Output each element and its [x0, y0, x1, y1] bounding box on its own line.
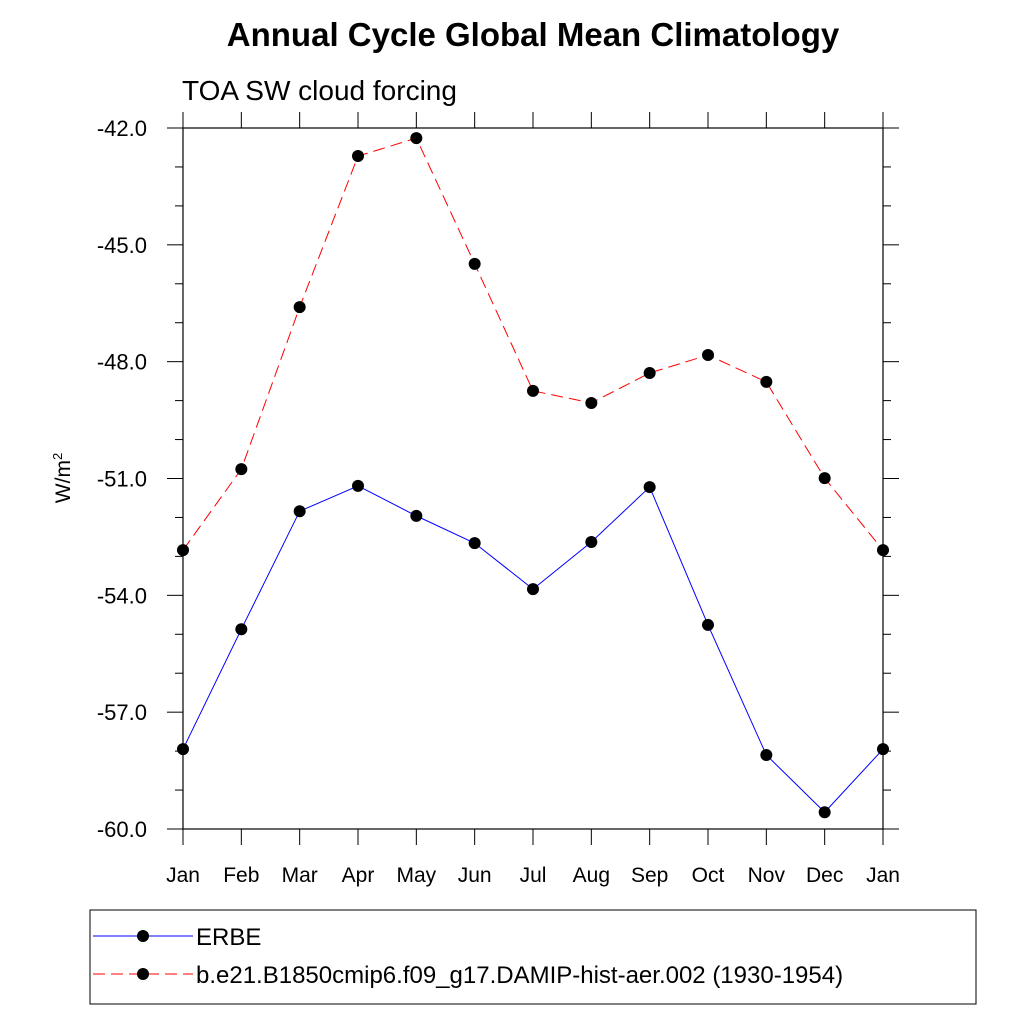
axis-ticks: Jan Feb Mar Apr May Jun Jul Aug Sep Oct Nov Dec Jan-…	[97, 112, 900, 887]
data-point	[818, 806, 831, 819]
series-line-1	[182, 137, 884, 551]
y-tick-label: -60.0	[97, 817, 147, 842]
data-point	[760, 375, 773, 388]
data-point	[877, 743, 889, 756]
x-tick-label: Mar	[282, 864, 318, 887]
x-tick-label: Oct	[692, 864, 725, 887]
legend-marker	[137, 930, 149, 942]
data-point	[527, 384, 539, 397]
legend-box	[89, 909, 977, 1005]
y-tick-label: -51.0	[97, 467, 147, 492]
x-tick-label: Jul	[520, 864, 547, 887]
y-tick-label: -42.0	[97, 116, 147, 141]
chart-subtitle: TOA SW cloud forcing	[182, 75, 457, 106]
data-point	[585, 535, 598, 548]
y-axis-label-text: W/m	[52, 460, 75, 503]
data-point	[818, 472, 831, 485]
data-point	[177, 544, 189, 557]
y-tick-label: -54.0	[97, 583, 147, 608]
legend: ERBE b.e21.B1850cmip6.f09_g17.DAMIP-hist-…	[93, 924, 843, 989]
data-point	[235, 463, 248, 476]
data-point	[410, 132, 423, 145]
plot-frame	[182, 127, 884, 830]
data-point	[293, 301, 306, 314]
data-point	[293, 505, 306, 518]
x-tick-label: Jan	[866, 864, 900, 887]
series-group	[177, 132, 889, 819]
data-point	[702, 618, 714, 631]
x-tick-label: Apr	[342, 864, 375, 887]
data-point	[702, 349, 714, 362]
data-point	[468, 537, 481, 550]
y-axis-label-superscript: 2	[50, 453, 65, 460]
y-tick-label: -57.0	[97, 700, 147, 725]
x-tick-label: Aug	[573, 864, 610, 887]
data-point	[235, 623, 248, 636]
x-tick-label: Jan	[166, 864, 200, 887]
data-point	[468, 257, 481, 270]
x-tick-label: Jun	[458, 864, 492, 887]
data-point	[760, 749, 773, 762]
data-point	[410, 509, 423, 522]
legend-label: ERBE	[196, 924, 261, 951]
chart-title: Annual Cycle Global Mean Climatology	[227, 16, 840, 53]
x-tick-label: Nov	[748, 864, 786, 887]
data-point	[643, 366, 656, 379]
legend-label: b.e21.B1850cmip6.f09_g17.DAMIP-hist-aer.…	[196, 962, 843, 989]
data-point	[352, 150, 364, 163]
x-tick-label: Dec	[806, 864, 843, 887]
y-tick-label: -48.0	[97, 350, 147, 375]
x-tick-label: Feb	[223, 864, 259, 887]
data-point	[352, 479, 364, 492]
y-axis-label: W/m2	[50, 453, 75, 503]
x-tick-label: Sep	[631, 864, 668, 887]
data-point	[643, 481, 656, 494]
data-point	[877, 544, 889, 557]
series-line-0	[182, 485, 884, 813]
data-point	[585, 396, 598, 409]
data-point	[527, 583, 539, 596]
data-point	[177, 743, 189, 756]
x-tick-label: May	[396, 864, 436, 887]
legend-marker	[137, 968, 149, 980]
y-tick-label: -45.0	[97, 233, 147, 258]
